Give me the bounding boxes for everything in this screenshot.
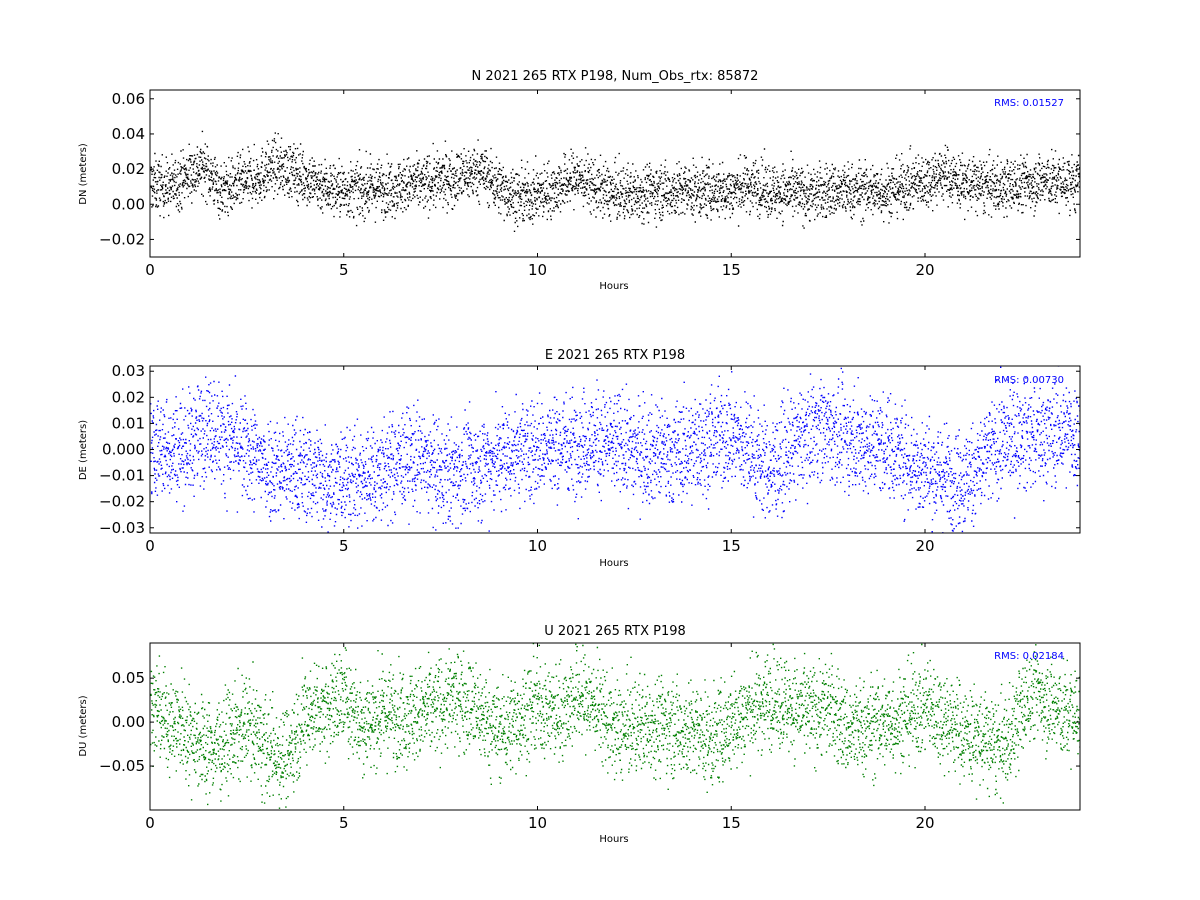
panel-e: E 2021 265 RTX P198 0 5 10 15 20 −0.03−0.02−… bbox=[78, 348, 1081, 569]
y-tick-label: −0.05 bbox=[99, 757, 145, 775]
y-tick-label: 0.04 bbox=[112, 125, 145, 143]
panel-e-title: E 2021 265 RTX P198 bbox=[545, 348, 685, 363]
panel-u-xticks: 0 5 10 15 20 bbox=[145, 643, 935, 832]
y-tick-label: 0.01 bbox=[112, 414, 145, 432]
panel-n-frame bbox=[149, 89, 1081, 258]
panel-n: N 2021 265 RTX P198, Num_Obs_rtx: 85872 … bbox=[78, 69, 1081, 292]
panel-e-yticks: −0.03 −0.02 −0.01 0.000 0.01 0.02 0.03 bbox=[99, 362, 1080, 537]
x-tick-label: 15 bbox=[722, 537, 741, 555]
panel-n-points bbox=[150, 130, 1080, 232]
x-tick-label: 20 bbox=[915, 261, 934, 279]
panel-u-frame bbox=[149, 642, 1081, 811]
y-tick-label: 0.00 bbox=[112, 713, 145, 731]
x-tick-label: 0 bbox=[145, 261, 155, 279]
panel-u-xlabel: Hours bbox=[599, 834, 628, 845]
y-tick-label: 0.02 bbox=[112, 160, 145, 178]
panel-e-xticks: 0 5 10 15 20 bbox=[145, 366, 935, 555]
x-tick-label: 0 bbox=[145, 814, 155, 832]
x-tick-label: 10 bbox=[528, 814, 547, 832]
x-tick-label: 5 bbox=[339, 814, 349, 832]
x-tick-label: 15 bbox=[722, 814, 741, 832]
y-tick-label: 0.05 bbox=[112, 669, 145, 687]
panel-u-title: U 2021 265 RTX P198 bbox=[544, 624, 686, 639]
panel-u-rms-annotation: RMS: 0.02184 bbox=[994, 651, 1064, 662]
y-tick-label: 0.000 bbox=[102, 441, 145, 459]
panel-n-yticks: −0.02 0.00 0.02 0.04 0.06 bbox=[99, 90, 1080, 248]
x-tick-label: 5 bbox=[339, 261, 349, 279]
panel-u-yticks: −0.05 0.00 0.05 bbox=[99, 669, 1080, 775]
x-tick-label: 0 bbox=[145, 537, 155, 555]
y-tick-label: −0.02 bbox=[99, 230, 145, 248]
panel-u: U 2021 265 RTX P198 0 5 10 15 20 −0.05 0.00 0.… bbox=[78, 624, 1081, 845]
panel-n-xlabel: Hours bbox=[599, 281, 628, 292]
x-tick-label: 5 bbox=[339, 537, 349, 555]
y-tick-label: 0.06 bbox=[112, 90, 145, 108]
panel-e-ylabel: DE (meters) bbox=[78, 420, 89, 480]
y-tick-label: −0.02 bbox=[99, 493, 145, 511]
y-tick-label: 0.02 bbox=[112, 388, 145, 406]
panel-n-ylabel: DN (meters) bbox=[78, 143, 89, 205]
x-tick-label: 15 bbox=[722, 261, 741, 279]
y-tick-label: 0.00 bbox=[112, 195, 145, 213]
panel-e-xlabel: Hours bbox=[599, 558, 628, 569]
y-tick-label: 0.03 bbox=[112, 362, 145, 380]
x-tick-label: 10 bbox=[528, 261, 547, 279]
panel-n-rms-annotation: RMS: 0.01527 bbox=[994, 98, 1064, 109]
panel-n-title: N 2021 265 RTX P198, Num_Obs_rtx: 85872 bbox=[472, 69, 759, 84]
y-tick-label: −0.03 bbox=[99, 519, 145, 537]
y-tick-label: −0.01 bbox=[99, 467, 145, 485]
x-tick-label: 10 bbox=[528, 537, 547, 555]
panel-u-ylabel: DU (meters) bbox=[78, 695, 89, 756]
data-points bbox=[150, 130, 1080, 232]
x-tick-label: 20 bbox=[915, 814, 934, 832]
x-tick-label: 20 bbox=[915, 537, 934, 555]
panel-e-rms-annotation: RMS: 0.00730 bbox=[994, 375, 1064, 386]
panel-n-xticks: 0 5 10 15 20 bbox=[145, 90, 935, 279]
